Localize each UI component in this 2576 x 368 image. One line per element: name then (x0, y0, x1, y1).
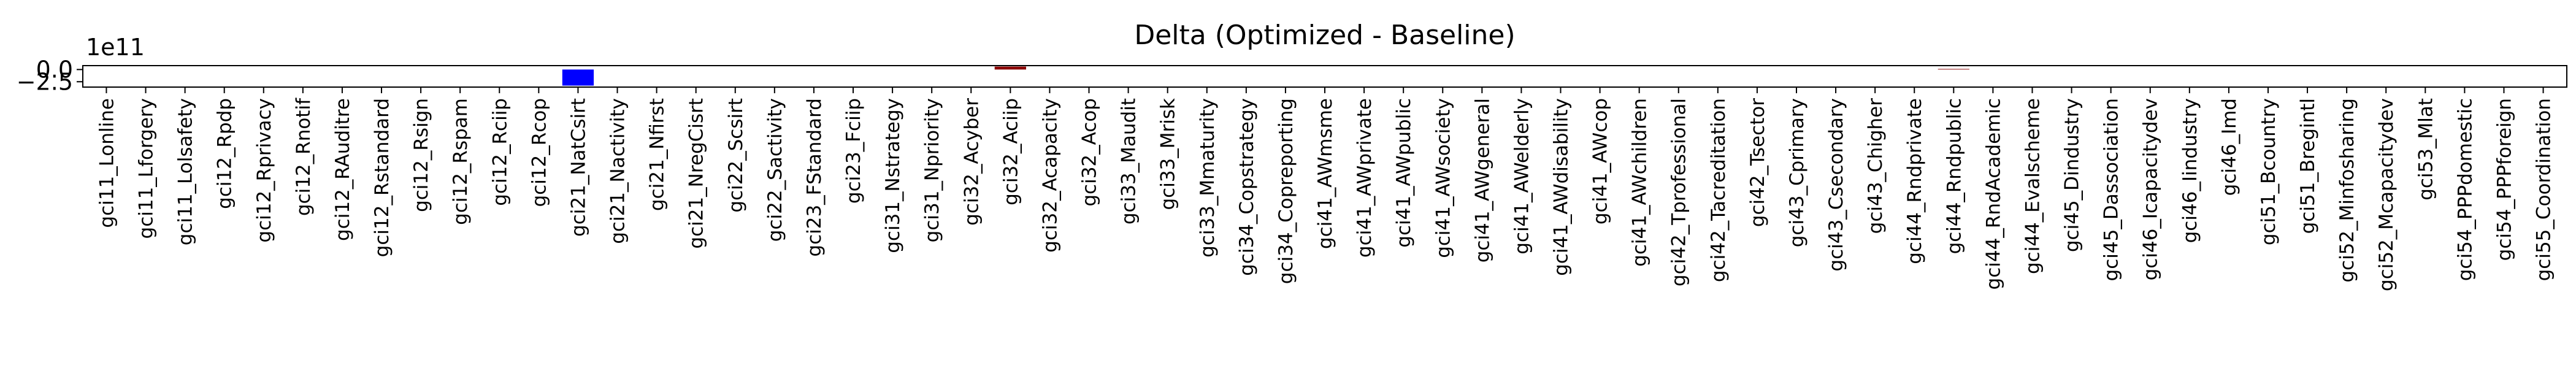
x-axis: gci11_Lonline gci11_Lforgery gci11_Lolsafe… (96, 87, 2555, 291)
x-tick-label: gci34_Copreporting (1275, 98, 1297, 284)
x-tick-label: gci33_Mmaturity (1197, 98, 1219, 258)
x-tick-label: gci46_Imd (2218, 98, 2241, 196)
x-tick-label: gci23_FStandard (803, 98, 826, 257)
x-tick-label: gci51_Bregintl (2297, 98, 2319, 234)
bar-gci21_NatCsirt (562, 69, 594, 86)
x-tick-label: gci12_Rsign (410, 98, 432, 212)
x-tick-label: gci42_Tprofessional (1668, 98, 1690, 286)
x-tick-label: gci21_NregCisrt (686, 98, 708, 249)
x-tick-label: gci22_Sactivity (764, 98, 786, 242)
x-tick-label: gci44_Evalscheme (2022, 98, 2044, 274)
x-tick-label: gci41_AWprivate (1354, 98, 1376, 258)
x-tick-label: gci52_Mcapacitydev (2375, 98, 2398, 291)
x-tick-label: gci41_AWdisability (1550, 98, 1572, 276)
x-tick-label: gci32_Acapacity (1039, 98, 1061, 253)
plot-area (82, 65, 2567, 88)
x-tick-label: gci32_Acop (1079, 98, 1101, 207)
x-tick-label: gci33_Mrisk (1157, 98, 1179, 210)
x-tick-label: gci12_Rstandard (371, 98, 393, 257)
bars-layer (562, 66, 1969, 86)
x-tick-label: gci46_Icapacitydev (2140, 98, 2162, 280)
x-tick-label: gci46_Iindustry (2179, 98, 2201, 243)
x-tick-label: gci12_Rpdp (214, 98, 236, 209)
x-tick-label: gci11_Lforgery (136, 98, 158, 239)
x-tick-label: gci34_Copstrategy (1236, 98, 1258, 276)
x-tick-label: gci43_Csecondary (1825, 98, 1847, 272)
x-tick-label: gci12_Rspam (450, 98, 472, 225)
x-tick-label: gci54_PPPforeign (2493, 98, 2515, 261)
y-axis: −2.50.0 (17, 56, 83, 95)
x-tick-label: gci41_AWgeneral (1471, 98, 1493, 263)
x-tick-label: gci21_Nactivity (607, 98, 629, 244)
axis-offset-text: 1e11 (86, 34, 145, 61)
x-tick-label: gci44_Rndprivate (1904, 98, 1926, 264)
x-tick-label: gci12_RAuditre (332, 98, 354, 241)
x-tick-label: gci32_Aciip (1000, 98, 1022, 205)
x-tick-label: gci22_Scsirt (725, 98, 747, 213)
x-tick-label: gci52_Minfosharing (2336, 98, 2358, 283)
x-tick-label: gci32_Acyber (960, 98, 983, 226)
x-tick-label: gci44_Rndpublic (1943, 98, 1965, 254)
x-tick-label: gci12_Rciip (489, 98, 511, 206)
x-tick-label: gci53_Mlat (2415, 98, 2437, 201)
y-tick-label: 0.0 (36, 56, 73, 83)
x-tick-label: gci12_Rcop (528, 98, 550, 207)
x-tick-label: gci21_NatCsirt (567, 98, 589, 237)
x-tick-label: gci11_Lonline (96, 98, 118, 228)
x-tick-label: gci21_Nfirst (646, 98, 669, 211)
x-tick-label: gci41_AWmsme (1314, 98, 1336, 249)
x-tick-label: gci45_Dindustry (2061, 98, 2083, 252)
x-tick-label: gci41_AWchildren (1629, 98, 1651, 267)
x-tick-label: gci41_AWpublic (1393, 98, 1415, 248)
x-tick-label: gci42_Tsector (1747, 98, 1769, 227)
x-tick-label: gci12_Rprivacy (253, 98, 275, 243)
x-tick-label: gci55_Coordination (2533, 98, 2555, 281)
x-tick-label: gci31_Nstrategy (882, 98, 904, 253)
x-tick-label: gci31_Npriority (921, 98, 943, 242)
x-tick-label: gci43_Chigher (1865, 98, 1887, 234)
bar-gci32_Aciip (994, 66, 1026, 70)
x-tick-label: gci23_Fciip (843, 98, 865, 204)
x-tick-label: gci54_PPPdomestic (2454, 98, 2476, 281)
y-tick-label: −2.5 (17, 68, 73, 95)
x-tick-label: gci41_AWsociety (1432, 98, 1454, 258)
x-tick-label: gci33_Maudit (1118, 98, 1140, 224)
x-tick-label: gci42_Tacreditation (1708, 98, 1730, 282)
x-tick-label: gci51_Bcountry (2258, 98, 2280, 245)
x-tick-label: gci41_AWelderly (1511, 98, 1533, 255)
x-tick-label: gci41_AWcop (1590, 98, 1612, 224)
x-tick-label: gci11_Lolsafety (175, 98, 197, 245)
x-tick-label: gci44_RndAcademic (1982, 98, 2004, 289)
chart-title: Delta (Optimized - Baseline) (1134, 20, 1515, 51)
x-tick-label: gci45_Dassociation (2101, 98, 2123, 281)
x-tick-label: gci43_Cprimary (1786, 98, 1808, 247)
x-tick-label: gci12_Rnotif (293, 98, 315, 216)
